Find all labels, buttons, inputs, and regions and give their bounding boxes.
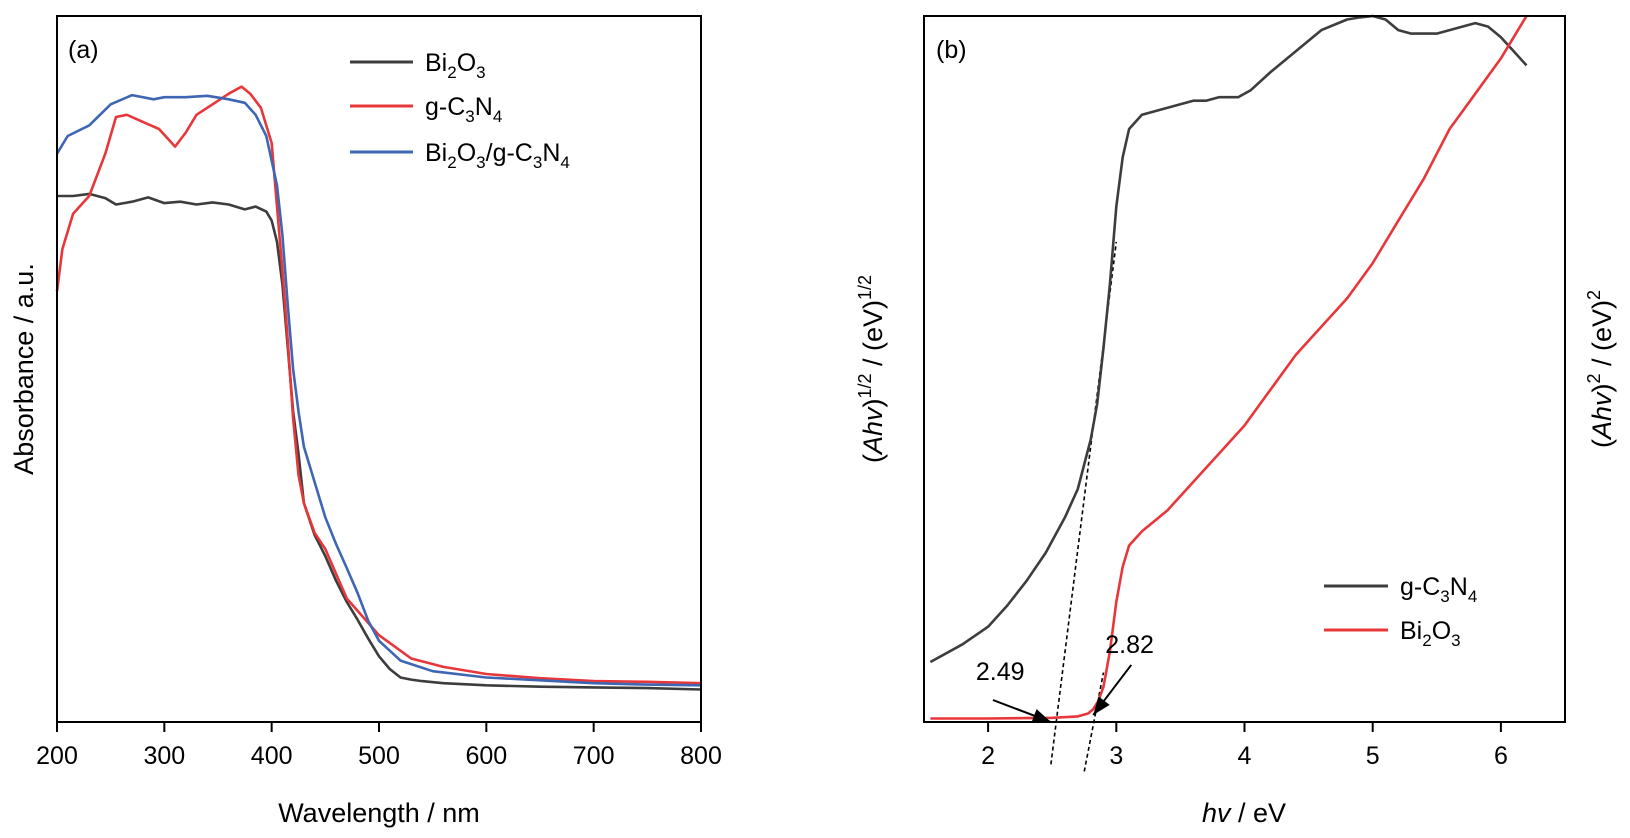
panel-b-x-axis-title: hv / eV bbox=[1202, 798, 1286, 828]
a-legend-label: g-C3N4 bbox=[425, 93, 502, 126]
b-x-tick-label: 5 bbox=[1366, 742, 1380, 770]
panel-b-plot-frame bbox=[923, 15, 1566, 723]
b-x-tick-label: 2 bbox=[981, 742, 995, 770]
b-x-tick-label: 3 bbox=[1109, 742, 1123, 770]
panel-b-legend: g-C3N4 Bi2O3 bbox=[1324, 573, 1477, 650]
panel-a-legend: Bi2O3 g-C3N4 Bi2O3/g-C3N4 bbox=[350, 49, 570, 172]
b-x-tick-label: 4 bbox=[1238, 742, 1252, 770]
b-series-line-1 bbox=[929, 14, 1528, 664]
panel-b-annotations: 2.49 2.82 bbox=[976, 631, 1154, 723]
panel-b-x-ticks: 2 3 4 5 6 bbox=[981, 722, 1508, 770]
panel-b-left-y-axis-title: (Ahv)1/2 / (eV)1/2 bbox=[855, 275, 888, 463]
panel-b-series bbox=[929, 14, 1528, 720]
b-annotation-label: 2.49 bbox=[976, 658, 1025, 686]
a-series-line-3 bbox=[55, 93, 702, 687]
b-tangent-line bbox=[1050, 241, 1118, 765]
a-x-tick-label: 800 bbox=[680, 742, 722, 770]
a-x-tick-label: 500 bbox=[358, 742, 400, 770]
a-legend-label: Bi2O3 bbox=[425, 49, 486, 82]
panel-b-right-y-axis-title: (Ahv)2 / (eV)2 bbox=[1584, 290, 1617, 448]
panel-a-x-axis-title: Wavelength / nm bbox=[278, 798, 480, 828]
a-x-tick-label: 300 bbox=[143, 742, 185, 770]
panel-b: (b) 2 3 4 5 6 2.49 2.82 g-C3N4 Bi2O3 hv / eV (… bbox=[855, 14, 1617, 828]
panel-a-y-axis-title: Absorbance / a.u. bbox=[9, 263, 39, 475]
a-series-line-2 bbox=[55, 85, 702, 685]
a-x-tick-label: 600 bbox=[465, 742, 507, 770]
b-annotation-label: 2.82 bbox=[1105, 631, 1154, 659]
panel-a-tag: (a) bbox=[68, 36, 99, 64]
panel-a-series bbox=[55, 85, 702, 691]
b-legend-label: Bi2O3 bbox=[1400, 617, 1461, 650]
panel-a-x-ticks: 200 300 400 500 600 700 800 bbox=[36, 722, 722, 770]
panel-a-plot-frame bbox=[56, 15, 702, 723]
a-series-line-1 bbox=[57, 192, 702, 691]
b-series-line-2 bbox=[930, 15, 1528, 720]
b-annotation-arrowhead bbox=[1093, 696, 1110, 715]
panel-a: (a) 200 300 400 500 600 700 800 Bi2O3g-C3N4Bi2… bbox=[9, 15, 722, 828]
b-x-tick-label: 6 bbox=[1494, 742, 1508, 770]
a-x-tick-label: 700 bbox=[573, 742, 615, 770]
a-x-tick-label: 400 bbox=[251, 742, 293, 770]
panel-b-tag: (b) bbox=[936, 36, 967, 64]
a-legend-label: Bi2O3/g-C3N4 bbox=[425, 139, 570, 172]
a-x-tick-label: 200 bbox=[36, 742, 78, 770]
b-legend-label: g-C3N4 bbox=[1400, 573, 1477, 606]
b-annotation-arrowhead bbox=[1031, 709, 1051, 723]
